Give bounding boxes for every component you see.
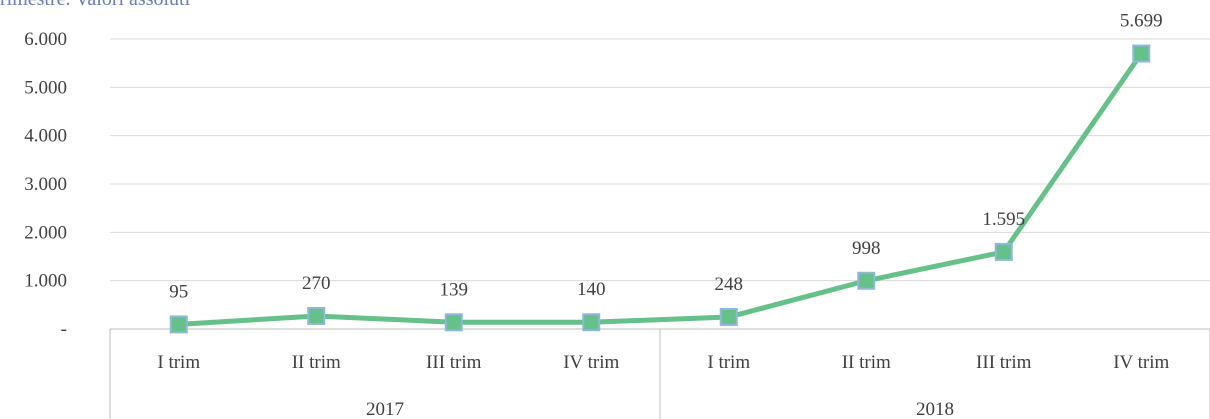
data-point-marker <box>307 306 326 325</box>
x-group-label: 2017 <box>366 399 404 419</box>
x-category-label: III trim <box>976 352 1032 373</box>
y-tick-label: 6.000 <box>24 29 67 50</box>
x-group-label: 2018 <box>916 399 954 419</box>
y-tick-label: 3.000 <box>24 174 67 195</box>
data-label: 5.699 <box>1120 11 1163 32</box>
x-category-label: II trim <box>292 352 341 373</box>
gridlines <box>110 38 1210 282</box>
data-label: 139 <box>440 279 469 300</box>
data-label: 998 <box>852 238 881 259</box>
series-line-group <box>169 44 1151 334</box>
data-label: 95 <box>169 281 188 302</box>
y-tick-label: 4.000 <box>24 126 67 147</box>
x-category-label: II trim <box>842 352 891 373</box>
x-axis: I trim II trim III trim IV trim 2017 I trim II… <box>109 328 1210 419</box>
y-tick-label: 5.000 <box>24 77 67 98</box>
y-axis-tick-labels: - 1.000 2.000 3.000 4.000 5.000 6.000 <box>24 29 67 340</box>
data-point-marker <box>1132 44 1151 63</box>
y-tick-label: 1.000 <box>24 271 67 292</box>
data-point-marker <box>582 313 601 332</box>
data-label: 140 <box>577 279 606 300</box>
data-point-marker <box>994 242 1013 261</box>
data-point-marker <box>857 271 876 290</box>
x-category-label: III trim <box>426 352 482 373</box>
data-point-marker <box>719 308 738 327</box>
x-category-label: IV trim <box>1113 352 1169 373</box>
y-tick-label: - <box>61 319 67 340</box>
chart-title: rimestre. Valori assoluti <box>0 0 191 10</box>
series-line <box>178 52 1144 327</box>
x-category-label: I trim <box>157 352 200 373</box>
x-category-label: I trim <box>707 352 750 373</box>
data-point-marker <box>169 315 188 334</box>
data-label: 248 <box>715 274 744 295</box>
data-label: 270 <box>302 273 331 294</box>
data-labels: 95 270 139 140 248 998 1.595 5.699 <box>169 11 1162 303</box>
data-label: 1.595 <box>982 209 1025 230</box>
y-tick-label: 2.000 <box>24 222 67 243</box>
x-category-label: IV trim <box>563 352 619 373</box>
data-point-marker <box>444 313 463 332</box>
